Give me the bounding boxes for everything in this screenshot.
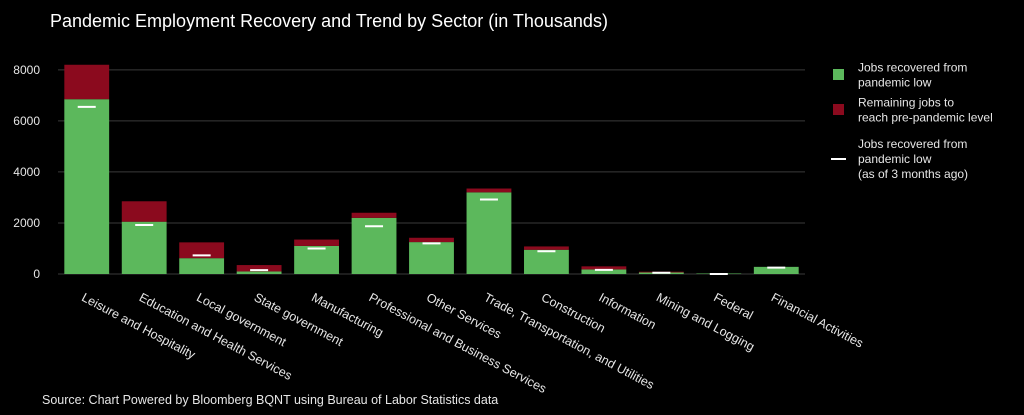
legend-label: (as of 3 months ago) — [858, 167, 968, 181]
y-tick-label: 6000 — [13, 114, 40, 128]
bar-remaining — [466, 188, 512, 193]
legend-label: reach pre-pandemic level — [858, 111, 993, 125]
bar-recovered — [524, 249, 569, 274]
legend-label: Jobs recovered from — [858, 61, 967, 75]
legend-label: Jobs recovered from — [858, 137, 967, 151]
bar-recovered — [121, 221, 167, 274]
marker-lines — [77, 105, 786, 275]
chart-title: Pandemic Employment Recovery and Trend b… — [50, 11, 608, 31]
bar-remaining — [179, 242, 225, 259]
bar-remaining — [581, 266, 627, 270]
bar-remaining — [294, 239, 339, 246]
x-tick-label: Mining and Logging — [654, 290, 757, 354]
legend-label: pandemic low — [858, 76, 932, 90]
y-tick-label: 2000 — [13, 216, 40, 230]
bar-remaining — [64, 64, 110, 100]
legend-swatch — [833, 69, 844, 80]
bar-remaining — [351, 212, 397, 218]
source-note: Source: Chart Powered by Bloomberg BQNT … — [42, 393, 498, 407]
bar-recovered — [466, 192, 512, 274]
y-tick-label: 0 — [33, 267, 40, 281]
bar-recovered — [294, 245, 339, 274]
y-tick-label: 4000 — [13, 165, 40, 179]
bar-recovered — [753, 266, 799, 274]
bar-recovered — [409, 242, 454, 274]
bar-remaining — [236, 265, 282, 272]
bar-recovered — [236, 271, 282, 274]
bar-remaining — [524, 246, 569, 250]
bar-remaining — [121, 201, 167, 222]
legend-label: Remaining jobs to — [858, 96, 954, 110]
x-tick-label: Federal — [711, 290, 755, 322]
y-tick-label: 8000 — [13, 63, 40, 77]
bars — [64, 64, 799, 274]
bar-remaining — [409, 237, 454, 243]
y-axis: 0 2000 4000 6000 8000 — [13, 63, 40, 281]
legend-label: pandemic low — [858, 152, 932, 166]
bar-recovered — [179, 258, 225, 274]
x-tick-label: Financial Activities — [769, 290, 866, 350]
bar-recovered — [64, 99, 110, 274]
legend-swatch — [833, 104, 844, 115]
bar-recovered — [581, 269, 627, 274]
